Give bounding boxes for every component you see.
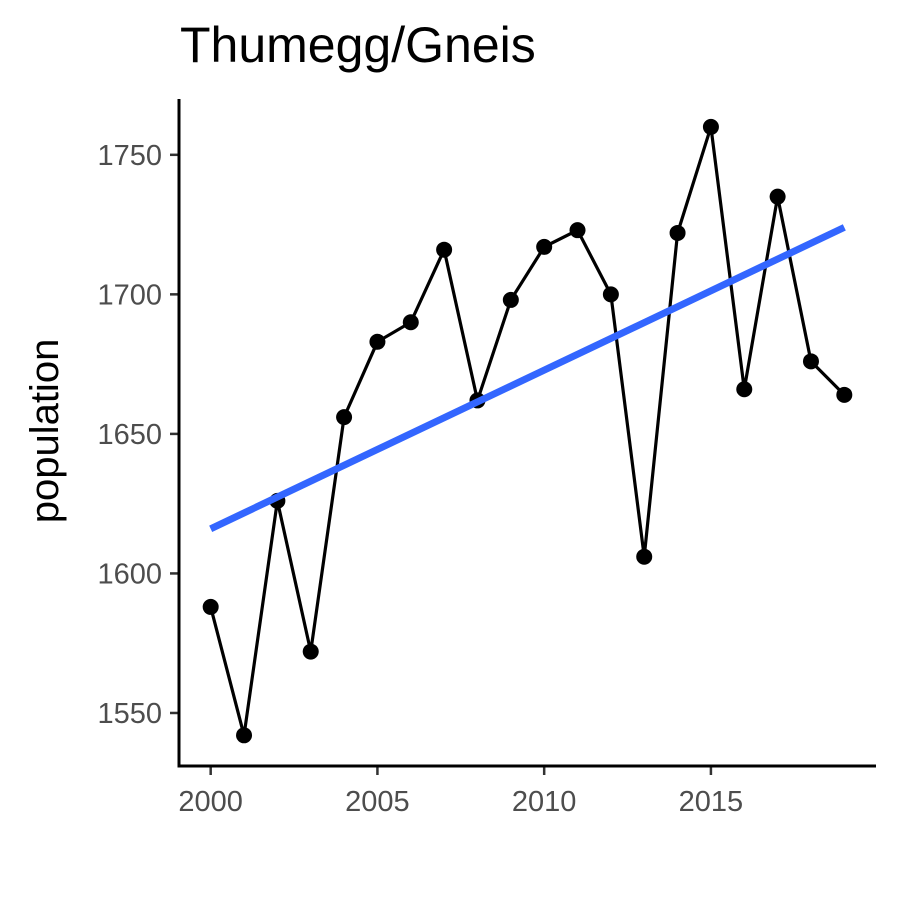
x-tick-label: 2000 xyxy=(178,786,243,818)
data-point xyxy=(736,381,753,398)
data-point xyxy=(569,222,586,239)
data-point xyxy=(302,643,319,660)
data-point xyxy=(702,118,719,135)
data-point xyxy=(536,238,553,255)
x-axis-ticks: 2000 2005 2010 2015 xyxy=(178,766,743,818)
chart-title: Thumegg/Gneis xyxy=(180,17,536,73)
y-tick-label: 1750 xyxy=(97,140,162,172)
y-tick-label: 1600 xyxy=(97,558,162,590)
data-point xyxy=(502,291,519,308)
y-axis-title: population xyxy=(23,339,67,524)
y-tick-label: 1700 xyxy=(97,279,162,311)
data-point xyxy=(336,409,353,426)
data-point xyxy=(369,333,386,350)
data-point xyxy=(669,224,686,241)
x-tick-label: 2010 xyxy=(512,786,577,818)
x-tick-label: 2015 xyxy=(679,786,744,818)
series-group xyxy=(202,118,853,744)
data-point xyxy=(769,188,786,205)
data-point xyxy=(436,241,453,258)
data-point xyxy=(236,727,253,744)
data-point xyxy=(202,598,219,615)
data-point xyxy=(402,314,419,331)
series-line xyxy=(209,126,846,736)
x-tick-label: 2005 xyxy=(345,786,410,818)
trend-line xyxy=(209,224,846,532)
y-tick-label: 1550 xyxy=(97,698,162,730)
data-point xyxy=(636,548,653,565)
data-point xyxy=(836,386,853,403)
y-tick-label: 1650 xyxy=(97,419,162,451)
data-point xyxy=(602,286,619,303)
y-axis-ticks: 1550 1600 1650 1700 1750 xyxy=(97,140,179,730)
trend-group xyxy=(209,224,846,532)
data-point xyxy=(802,353,819,370)
